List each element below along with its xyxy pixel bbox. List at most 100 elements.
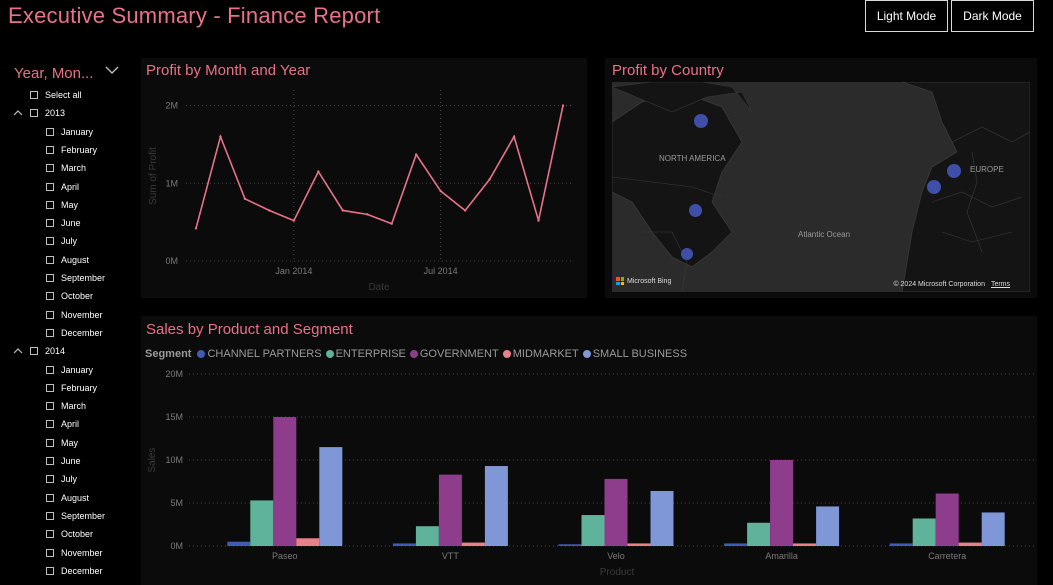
checkbox[interactable] xyxy=(46,457,54,465)
slicer-month-2014-october[interactable]: October xyxy=(46,526,93,542)
slicer-month-2013-april[interactable]: April xyxy=(46,179,79,195)
checkbox[interactable] xyxy=(46,310,54,319)
bar-carretera-2[interactable] xyxy=(935,493,959,546)
profit-point[interactable] xyxy=(390,222,393,225)
bar-velo-2[interactable] xyxy=(604,478,628,546)
bar-paseo-2[interactable] xyxy=(273,417,297,546)
slicer-month-2014-january[interactable]: January xyxy=(46,362,93,378)
bar-paseo-3[interactable] xyxy=(296,538,320,546)
bar-velo-1[interactable] xyxy=(581,515,605,546)
bar-vtt-1[interactable] xyxy=(415,526,439,546)
checkbox[interactable] xyxy=(30,347,38,356)
slicer-month-2014-august[interactable]: August xyxy=(46,490,89,506)
checkbox[interactable] xyxy=(46,420,54,429)
bar-amarilla-4[interactable] xyxy=(816,506,840,546)
profit-point[interactable] xyxy=(463,209,467,212)
checkbox[interactable] xyxy=(46,402,54,411)
legend-item[interactable]: ENTERPRISE xyxy=(325,348,406,360)
slicer-month-2014-september[interactable]: September xyxy=(46,508,105,524)
checkbox[interactable] xyxy=(46,182,54,191)
checkbox[interactable] xyxy=(46,548,54,557)
slicer-month-2013-july[interactable]: July xyxy=(46,233,77,249)
slicer-month-2014-february[interactable]: February xyxy=(46,380,97,396)
bar-amarilla-2[interactable] xyxy=(770,460,794,546)
checkbox[interactable] xyxy=(46,530,54,539)
slicer-month-2013-may[interactable]: May xyxy=(46,197,78,213)
checkbox[interactable] xyxy=(46,274,54,282)
legend-item[interactable]: CHANNEL PARTNERS xyxy=(197,348,322,360)
chevron-up-icon[interactable] xyxy=(13,109,23,117)
slicer-month-2013-june[interactable]: June xyxy=(46,215,81,231)
slicer-month-2014-march[interactable]: March xyxy=(46,398,86,414)
slicer-year-2013[interactable]: 2013 xyxy=(30,105,65,121)
legend-item[interactable]: GOVERNMENT xyxy=(409,348,499,360)
slicer-month-2013-march[interactable]: March xyxy=(46,160,86,176)
checkbox[interactable] xyxy=(46,145,54,154)
checkbox[interactable] xyxy=(46,475,54,484)
slicer-month-2013-september[interactable]: September xyxy=(46,270,105,286)
sales-bar-chart[interactable]: 0M 5M 10M 15M 20M Paseo VTT Velo Amarilla Carrete… xyxy=(141,362,1037,585)
dark-mode-button[interactable]: Dark Mode xyxy=(951,0,1034,32)
map-bubble-france[interactable] xyxy=(927,180,941,194)
bar-paseo-0[interactable] xyxy=(227,541,251,546)
bar-carretera-3[interactable] xyxy=(958,542,982,546)
checkbox[interactable] xyxy=(46,292,54,301)
profit-point[interactable] xyxy=(341,209,344,212)
terms-link[interactable]: Terms xyxy=(990,281,1010,288)
slicer-select-all[interactable]: Select all xyxy=(30,87,82,103)
checkbox[interactable] xyxy=(46,438,54,447)
bar-velo-0[interactable] xyxy=(558,544,582,546)
checkbox[interactable] xyxy=(46,566,54,575)
bar-amarilla-1[interactable] xyxy=(747,522,771,546)
checkbox[interactable] xyxy=(46,383,54,392)
bar-vtt-4[interactable] xyxy=(484,466,508,546)
map-bubble-germany[interactable] xyxy=(947,164,961,178)
profit-point[interactable] xyxy=(488,178,491,181)
slicer-month-2013-november[interactable]: November xyxy=(46,307,103,323)
map-bubble-mexico[interactable] xyxy=(681,248,693,260)
profit-point[interactable] xyxy=(561,104,565,107)
checkbox[interactable] xyxy=(46,219,54,228)
profit-point[interactable] xyxy=(292,219,296,222)
bar-paseo-4[interactable] xyxy=(319,447,343,546)
chevron-up-icon[interactable] xyxy=(13,347,23,355)
profit-line-chart[interactable]: 0M 1M 2M Jan 2014 Jul 2014 Date Sum of Profit xyxy=(141,80,587,298)
slicer-month-2014-december[interactable]: December xyxy=(46,563,103,579)
bar-vtt-3[interactable] xyxy=(461,542,485,546)
profit-point[interactable] xyxy=(268,209,271,212)
bar-velo-4[interactable] xyxy=(650,490,674,546)
profit-point[interactable] xyxy=(243,197,247,201)
map-bubble-usa[interactable] xyxy=(689,204,702,217)
bar-vtt-2[interactable] xyxy=(438,474,462,546)
slicer-month-2013-october[interactable]: October xyxy=(46,288,93,304)
slicer-month-2014-june[interactable]: June xyxy=(46,453,81,469)
profit-point[interactable] xyxy=(194,227,198,230)
profit-point[interactable] xyxy=(439,189,442,193)
bar-velo-3[interactable] xyxy=(627,543,651,546)
light-mode-button[interactable]: Light Mode xyxy=(865,0,948,32)
profit-point[interactable] xyxy=(537,219,540,222)
bar-carretera-1[interactable] xyxy=(912,518,936,546)
checkbox[interactable] xyxy=(46,511,54,520)
profit-point[interactable] xyxy=(512,135,516,138)
checkbox[interactable] xyxy=(30,109,38,118)
profit-point[interactable] xyxy=(415,153,418,156)
checkbox[interactable] xyxy=(46,164,54,173)
checkbox[interactable] xyxy=(46,200,54,209)
bar-vtt-0[interactable] xyxy=(392,543,416,546)
checkbox[interactable] xyxy=(46,127,54,136)
profit-point[interactable] xyxy=(317,170,320,173)
slicer-month-2013-january[interactable]: January xyxy=(46,124,93,140)
slicer-month-2014-july[interactable]: July xyxy=(46,471,77,487)
slicer-month-2014-november[interactable]: November xyxy=(46,545,103,561)
checkbox[interactable] xyxy=(46,255,54,264)
checkbox[interactable] xyxy=(46,237,54,246)
checkbox[interactable] xyxy=(46,493,54,502)
checkbox[interactable] xyxy=(30,91,38,99)
profit-point[interactable] xyxy=(219,135,222,138)
bar-paseo-1[interactable] xyxy=(250,500,274,546)
checkbox[interactable] xyxy=(46,365,54,374)
bar-carretera-4[interactable] xyxy=(981,512,1005,546)
checkbox[interactable] xyxy=(46,328,54,337)
legend-item[interactable]: MIDMARKET xyxy=(502,348,579,360)
